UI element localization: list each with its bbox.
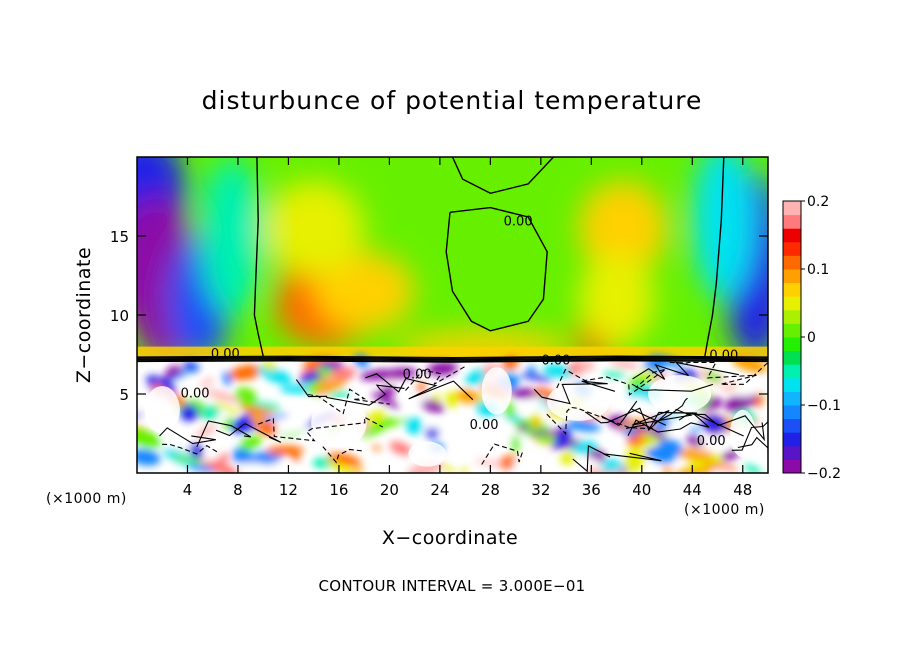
upper-anomalies [137, 157, 768, 363]
colorbar-segment-8 [783, 350, 801, 365]
x-tick-label-2: 12 [279, 481, 298, 499]
contour-label-3: 0.00 [542, 353, 571, 368]
contour-label-0: 0.00 [504, 214, 533, 229]
colorbar-segment-4 [783, 405, 801, 420]
y-tick-label-1: 10 [110, 307, 129, 325]
colorbar-segment-9 [783, 337, 801, 352]
colorbar-tick-label-0: 0.2 [807, 194, 829, 210]
chart-title: disturbunce of potential temperature [201, 86, 703, 115]
contour-label-5: 0.00 [709, 349, 738, 364]
y-axis-ticks: 5 10 15 [110, 228, 768, 404]
contour-label-2: 0.00 [403, 368, 432, 383]
x-tick-label-10: 44 [683, 481, 702, 499]
x-tick-label-5: 24 [430, 481, 449, 499]
colorbar-tick-label-2: 0 [807, 330, 816, 346]
upper-anomaly-4 [200, 157, 264, 315]
heatmap-field [137, 157, 768, 473]
x-tick-label-6: 28 [481, 481, 500, 499]
colorbar-tick-label-1: 0.1 [807, 262, 829, 278]
x-tick-label-3: 16 [329, 481, 348, 499]
upper-anomaly-9 [313, 251, 415, 331]
x-tick-label-8: 36 [582, 481, 601, 499]
contour-interval-note: CONTOUR INTERVAL = 3.000E−01 [318, 577, 586, 595]
x-axis-label: X−coordinate [381, 527, 519, 549]
upper-anomaly-13 [578, 251, 655, 347]
colorbar-tick-label-3: −0.1 [807, 398, 841, 414]
colorbar-segment-11 [783, 309, 801, 324]
x-tick-label-7: 32 [531, 481, 550, 499]
contour-labels: 0.00 0.00 0.00 0.00 0.00 0.00 0.00 0.00 [181, 214, 739, 449]
x-tick-label-0: 4 [183, 481, 193, 499]
colorbar-segment-13 [783, 282, 801, 297]
colorbar-segment-5 [783, 391, 801, 406]
x-tick-label-1: 8 [233, 481, 243, 499]
colorbar-segment-2 [783, 432, 801, 447]
colorbar-segment-12 [783, 296, 801, 311]
contour-label-6: 0.00 [697, 434, 726, 449]
x-unit-left: (×1000 m) [46, 491, 127, 507]
colorbar-tick-label-4: −0.2 [807, 466, 841, 482]
central-zero-region [446, 207, 548, 331]
colorbar-segment-1 [783, 445, 801, 460]
contour-lines [137, 157, 768, 473]
colorbar-segment-0 [783, 459, 801, 474]
upper-anomaly-10 [263, 180, 365, 276]
colorbar-segment-15 [783, 255, 801, 270]
x-unit-right: (×1000 m) [684, 502, 765, 518]
x-tick-label-4: 20 [380, 481, 399, 499]
colorbar-segment-6 [783, 377, 801, 392]
colorbar-segment-18 [783, 214, 801, 229]
x-axis-ticks: 4 8 12 16 20 24 28 32 36 40 44 48 [183, 157, 752, 499]
contour-label-7: 0.00 [181, 387, 210, 402]
contour-label-1: 0.00 [211, 347, 240, 362]
colorbar-segment-10 [783, 323, 801, 338]
colorbar-segment-17 [783, 228, 801, 243]
x-tick-label-9: 40 [632, 481, 651, 499]
colorbar-segment-3 [783, 418, 801, 433]
x-tick-label-11: 48 [733, 481, 752, 499]
y-tick-label-0: 5 [119, 386, 129, 404]
colorbar-segment-14 [783, 269, 801, 284]
colorbar: 0.2 0.1 0 −0.1 −0.2 [782, 194, 841, 482]
colorbar-segment-7 [783, 364, 801, 379]
contour-label-4: 0.00 [470, 418, 499, 433]
upper-anomaly-6 [692, 157, 756, 300]
lower-turbulent-layer [137, 354, 768, 473]
colorbar-segment-19 [783, 201, 801, 216]
colorbar-segment-16 [783, 241, 801, 256]
y-tick-label-2: 15 [110, 228, 129, 246]
upper-anomaly-11 [578, 180, 668, 276]
